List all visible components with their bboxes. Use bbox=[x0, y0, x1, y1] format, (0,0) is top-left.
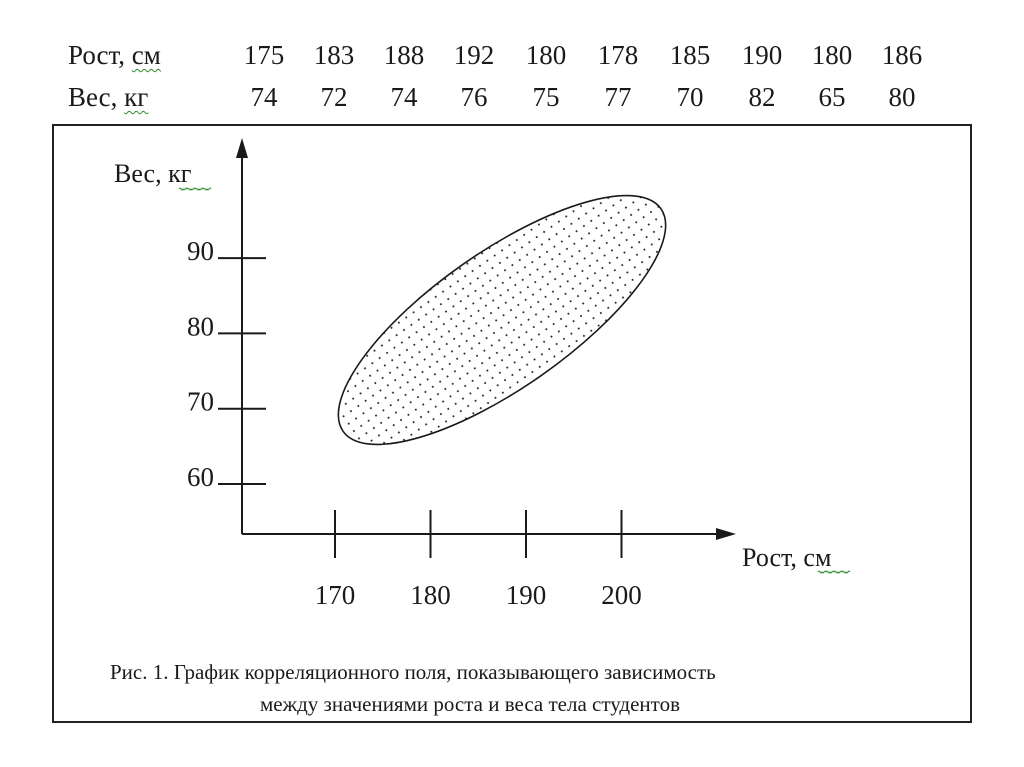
x-tick-label: 170 bbox=[315, 580, 356, 610]
weight-value: 72 bbox=[320, 82, 348, 112]
y-unit-underline bbox=[178, 187, 212, 191]
x-tick-label: 190 bbox=[506, 580, 547, 610]
y-tick-label: 60 bbox=[187, 462, 214, 492]
weight-value: 80 bbox=[888, 82, 916, 112]
weight-value: 70 bbox=[676, 82, 704, 112]
weight-label-word: Вес, bbox=[68, 82, 118, 112]
height-value: 192 bbox=[453, 40, 495, 70]
caption-line-1: Рис. 1. График корреляционного поля, пок… bbox=[110, 660, 716, 684]
height-value: 175 bbox=[243, 40, 285, 70]
height-value: 183 bbox=[313, 40, 355, 70]
weight-value: 75 bbox=[532, 82, 560, 112]
x-axis-title-unit: см bbox=[803, 543, 831, 572]
x-axis-title: Рост, см bbox=[742, 543, 831, 572]
correlation-chart: 170 180 190 200 60 70 80 90 Вес, кг Рост, см bbox=[114, 138, 851, 610]
weight-row-label: Вес, кг bbox=[68, 82, 148, 112]
height-value: 188 bbox=[383, 40, 425, 70]
y-tick-label: 80 bbox=[187, 311, 214, 341]
height-value: 178 bbox=[597, 40, 639, 70]
height-label-unit: см bbox=[131, 40, 161, 70]
x-tick-label: 180 bbox=[410, 580, 451, 610]
height-value: 185 bbox=[669, 40, 711, 70]
height-value: 190 bbox=[741, 40, 783, 70]
weight-value: 74 bbox=[250, 82, 278, 112]
y-axis-title-word: Вес, bbox=[114, 159, 168, 188]
y-axis-title-unit: кг bbox=[168, 159, 191, 188]
y-tick-label: 70 bbox=[187, 387, 214, 417]
caption-line-2: между значениями роста и веса тела студе… bbox=[260, 692, 680, 716]
chart-frame: 170 180 190 200 60 70 80 90 Вес, кг Рост, см Рис.… bbox=[52, 124, 972, 723]
weight-label-unit: кг bbox=[124, 82, 149, 112]
x-axis-title-text: Рост, см bbox=[742, 543, 831, 572]
x-axis-arrow bbox=[716, 528, 736, 540]
height-value: 180 bbox=[525, 40, 567, 70]
height-value: 186 bbox=[881, 40, 923, 70]
weight-value: 82 bbox=[748, 82, 776, 112]
correlation-region bbox=[337, 194, 667, 446]
weight-value: 65 bbox=[818, 82, 846, 112]
weight-value: 77 bbox=[604, 82, 632, 112]
height-value: 180 bbox=[811, 40, 853, 70]
height-row-label: Рост, см bbox=[68, 40, 161, 70]
height-label-word: Рост, bbox=[68, 40, 126, 70]
x-tick-label: 200 bbox=[601, 580, 642, 610]
weight-value: 74 bbox=[390, 82, 418, 112]
y-axis-arrow bbox=[236, 138, 248, 158]
y-tick-label: 90 bbox=[187, 236, 214, 266]
x-axis-title-word: Рост, bbox=[742, 543, 803, 572]
weight-value: 76 bbox=[460, 82, 488, 112]
x-unit-underline bbox=[817, 570, 851, 574]
y-axis-title: Вес, кг bbox=[114, 159, 191, 188]
y-axis-title-text: Вес, кг bbox=[114, 159, 191, 188]
